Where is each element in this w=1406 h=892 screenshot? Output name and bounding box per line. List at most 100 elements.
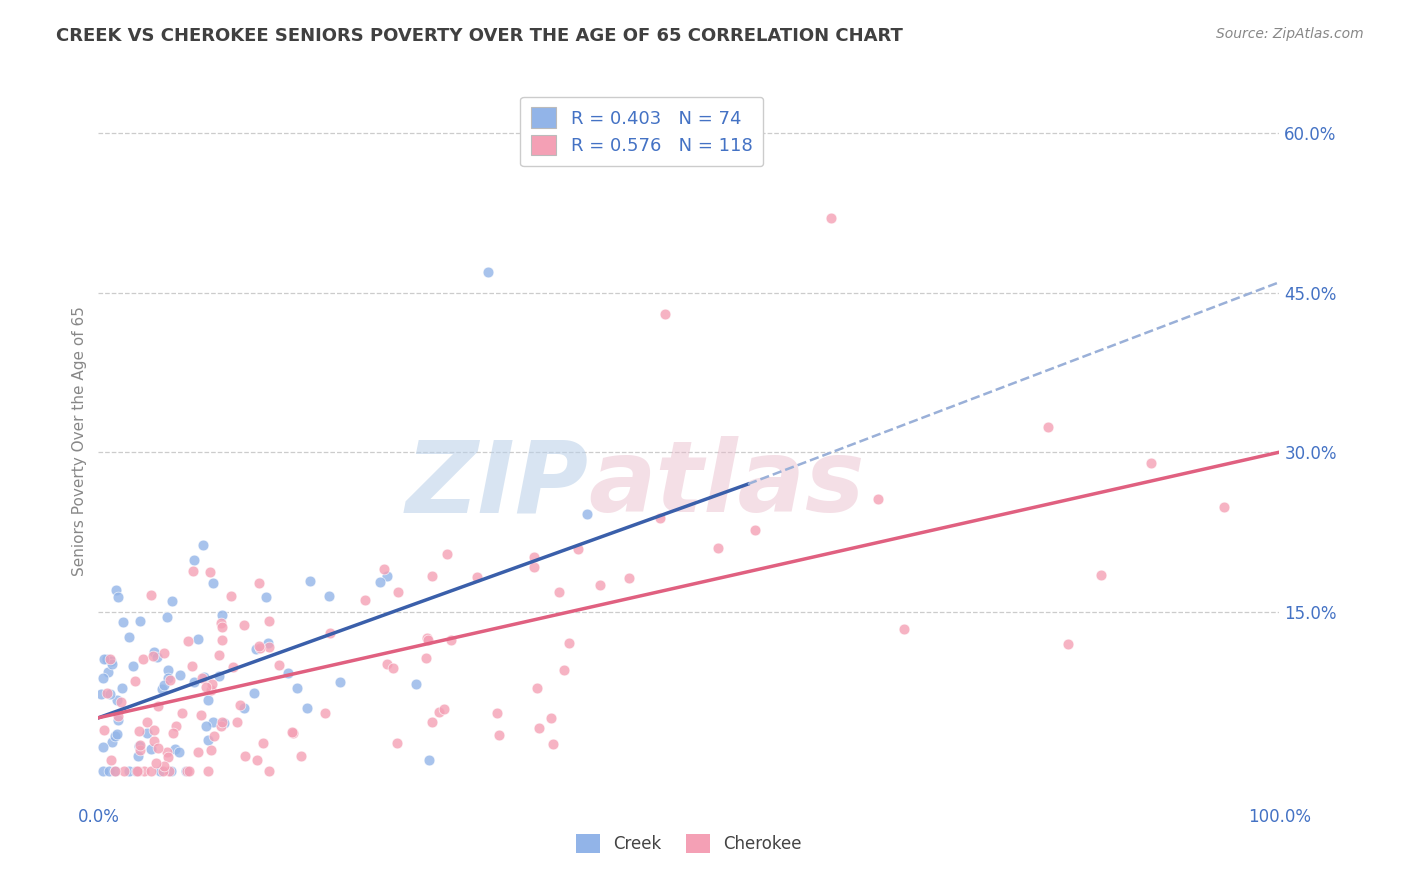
Point xyxy=(246,753,269,767)
Point xyxy=(249,641,271,656)
Point xyxy=(193,539,215,553)
Point xyxy=(91,764,114,778)
Text: atlas: atlas xyxy=(589,436,865,533)
Y-axis label: Seniors Poverty Over the Age of 65: Seniors Poverty Over the Age of 65 xyxy=(72,307,87,576)
Point xyxy=(132,652,155,666)
Point xyxy=(107,713,129,727)
Point xyxy=(219,590,242,604)
Point xyxy=(744,523,766,537)
Point xyxy=(146,650,169,665)
Point xyxy=(229,698,252,713)
Point xyxy=(440,633,463,648)
Point xyxy=(523,560,546,574)
Point xyxy=(104,764,127,778)
Point xyxy=(124,764,146,778)
Point xyxy=(257,636,280,650)
Point xyxy=(1090,568,1112,582)
Point xyxy=(139,764,162,778)
Point xyxy=(207,648,229,662)
Point xyxy=(157,764,180,778)
Point xyxy=(290,748,312,763)
Point xyxy=(1036,419,1059,434)
Point xyxy=(259,764,281,778)
Point xyxy=(176,764,198,778)
Point xyxy=(93,652,115,666)
Point xyxy=(373,561,395,575)
Point xyxy=(1213,500,1236,514)
Point xyxy=(375,569,398,583)
Point xyxy=(170,706,193,720)
Point xyxy=(183,674,205,689)
Point xyxy=(148,699,170,714)
Point xyxy=(557,636,579,650)
Point xyxy=(233,749,256,764)
Point xyxy=(354,593,377,607)
Point xyxy=(136,726,159,740)
Point xyxy=(157,671,180,685)
Point xyxy=(181,564,204,578)
Point xyxy=(111,681,134,696)
Point xyxy=(152,758,174,772)
Point xyxy=(385,736,408,750)
Point xyxy=(105,727,128,741)
Point xyxy=(209,615,232,630)
Point xyxy=(589,577,612,591)
Point xyxy=(112,615,135,630)
Point xyxy=(245,642,267,657)
Point xyxy=(202,729,225,743)
Point xyxy=(187,632,209,647)
Point xyxy=(93,740,115,755)
Point xyxy=(97,665,120,680)
Point xyxy=(101,657,124,671)
Point xyxy=(222,660,245,674)
Point xyxy=(567,542,589,557)
Point xyxy=(191,671,214,685)
Point xyxy=(160,764,183,778)
Point xyxy=(200,743,222,757)
Point xyxy=(247,639,270,653)
Point xyxy=(211,714,233,729)
Point xyxy=(433,702,456,716)
Point xyxy=(165,719,187,733)
Point xyxy=(156,663,179,677)
Point xyxy=(211,608,233,623)
Point xyxy=(436,547,458,561)
Point xyxy=(142,645,165,659)
Point xyxy=(200,683,222,698)
Point xyxy=(145,756,167,771)
Point xyxy=(200,566,222,580)
Point xyxy=(174,764,197,778)
Point xyxy=(212,715,235,730)
Point xyxy=(98,687,121,701)
Point xyxy=(129,614,152,628)
Point xyxy=(211,632,233,647)
Point xyxy=(100,753,122,767)
Point xyxy=(110,695,132,709)
Point xyxy=(201,714,224,729)
Point xyxy=(190,708,212,723)
Point xyxy=(529,722,551,736)
Text: CREEK VS CHEROKEE SENIORS POVERTY OVER THE AGE OF 65 CORRELATION CHART: CREEK VS CHEROKEE SENIORS POVERTY OVER T… xyxy=(56,27,903,45)
Point xyxy=(153,646,176,660)
Point xyxy=(156,749,179,764)
Point xyxy=(143,723,166,737)
Point xyxy=(143,733,166,747)
Point xyxy=(160,594,183,608)
Point xyxy=(318,626,340,640)
Point xyxy=(418,632,440,647)
Point xyxy=(100,654,122,668)
Point xyxy=(254,591,277,605)
Point xyxy=(281,726,304,740)
Point xyxy=(150,681,173,696)
Point xyxy=(208,669,231,683)
Point xyxy=(129,738,152,752)
Point xyxy=(128,724,150,739)
Point xyxy=(98,652,121,666)
Point xyxy=(415,651,437,665)
Point xyxy=(232,701,254,715)
Point xyxy=(654,307,676,321)
Point xyxy=(134,764,156,778)
Point xyxy=(368,575,391,590)
Point xyxy=(181,659,204,673)
Point xyxy=(197,764,219,778)
